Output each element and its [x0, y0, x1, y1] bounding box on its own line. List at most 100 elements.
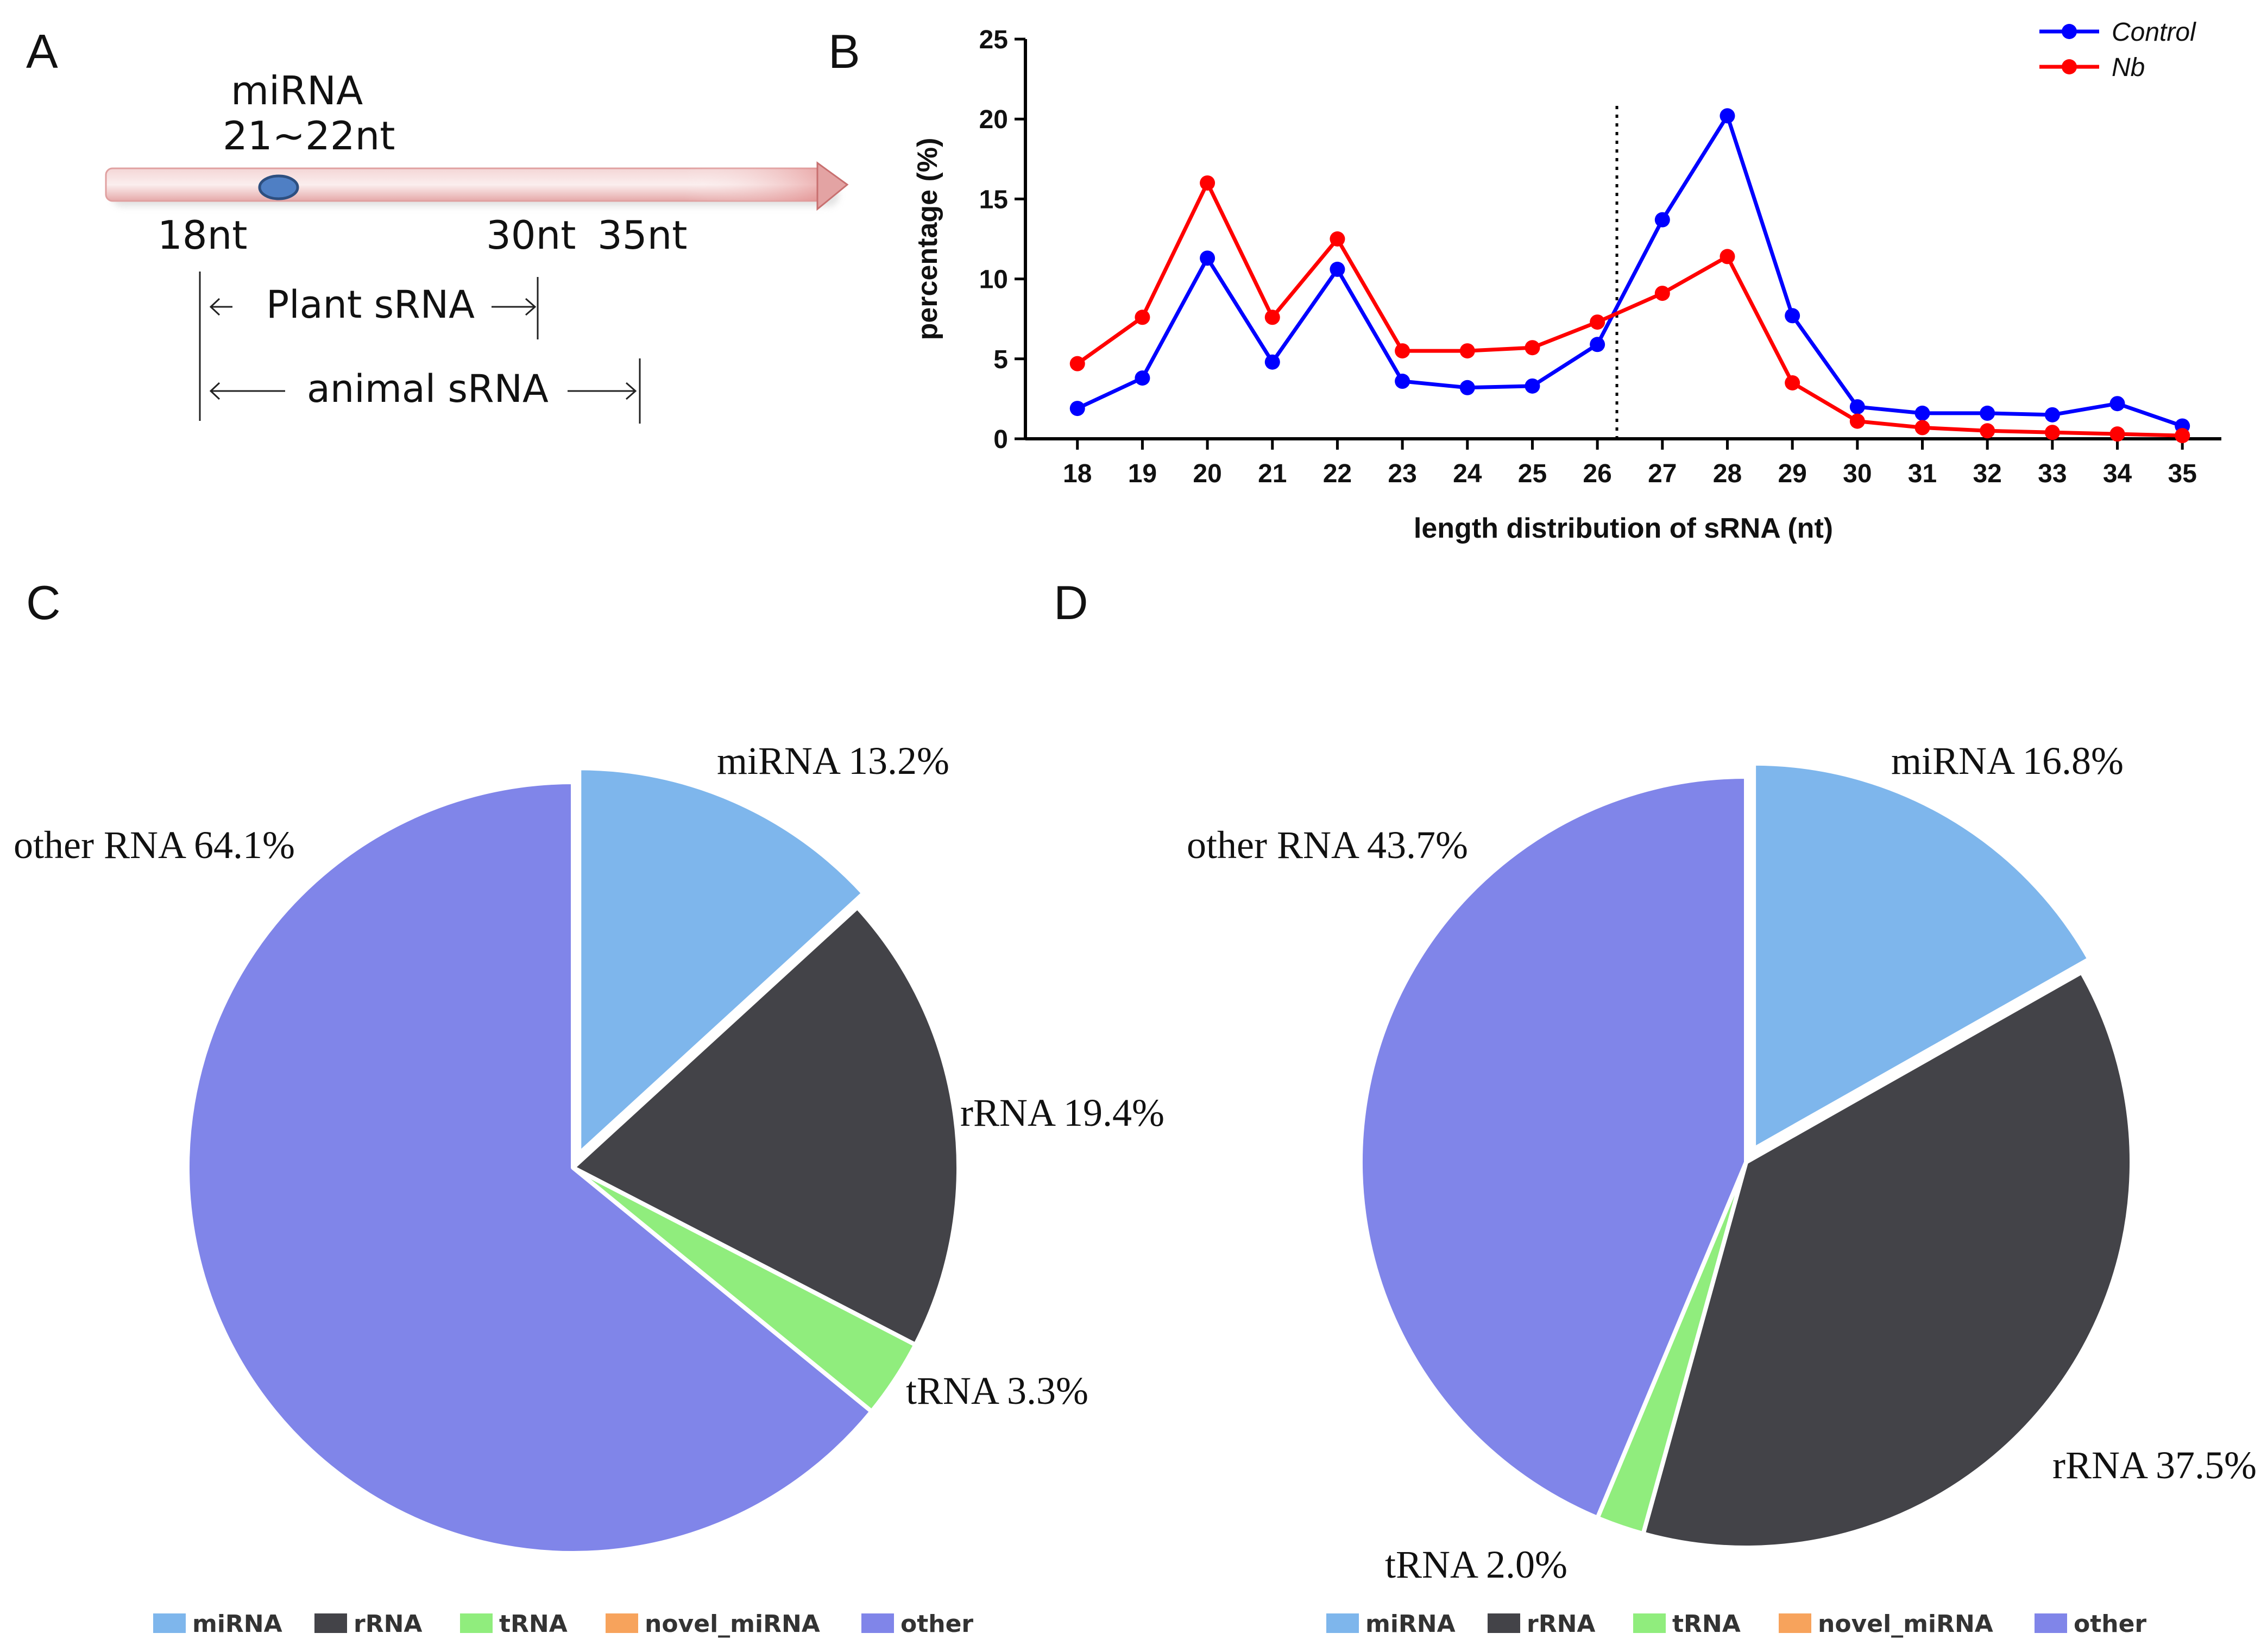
data-point-control [1264, 354, 1280, 370]
legend-label-trna: tRNA [1672, 1610, 1741, 1638]
data-point-control [1330, 261, 1345, 277]
data-point-control [1525, 378, 1540, 394]
data-point-nb [1590, 314, 1605, 330]
data-point-nb [1264, 310, 1280, 325]
data-point-nb [1980, 423, 1995, 439]
pie-slice-other [185, 780, 874, 1555]
y-tick-label: 25 [979, 26, 1008, 54]
data-point-nb [1849, 413, 1865, 429]
pie-slice-mirna [577, 766, 866, 1156]
pie-slice-other [1358, 774, 1748, 1521]
pie-label-rrna: rRNA 37.5% [2052, 1443, 2257, 1487]
data-point-control [1914, 405, 1930, 421]
data-point-control [2044, 407, 2060, 423]
mirna-marker [258, 174, 299, 200]
pie-label-trna: tRNA 2.0% [1385, 1543, 1567, 1586]
data-point-nb [1135, 310, 1150, 325]
tube-arrow-head [816, 161, 849, 211]
x-tick-label: 24 [1453, 459, 1482, 488]
data-point-control [1459, 380, 1475, 395]
animal-srna-label: animal sRNA [307, 367, 549, 411]
legend-label-other: other [900, 1610, 973, 1638]
panel-d-letter: D [1054, 576, 1088, 629]
y-tick-label: 5 [993, 345, 1008, 374]
pie-label-trna: tRNA 3.3% [906, 1369, 1088, 1413]
x-tick-label: 34 [2103, 459, 2132, 488]
series-line-control [1076, 114, 2183, 428]
data-point-control [1395, 374, 1410, 389]
data-point-nb [2175, 428, 2190, 444]
x-tick-label: 26 [1583, 459, 1611, 488]
legend-swatch-novel_mirna [606, 1613, 638, 1633]
panel-c-letter: C [26, 576, 61, 629]
legend-swatch-rrna [314, 1613, 347, 1633]
data-point-control [1980, 405, 1995, 421]
x-tick-label: 20 [1193, 459, 1221, 488]
legend-label-mirna: miRNA [1365, 1610, 1456, 1638]
data-point-nb [1914, 420, 1930, 436]
x-axis-title: length distribution of sRNA (nt) [1414, 513, 1833, 544]
pie-label-rrna: rRNA 19.4% [960, 1091, 1164, 1134]
legend-swatch-rrna [1488, 1613, 1520, 1633]
animal-right-arrow-icon [568, 382, 637, 400]
data-point-nb [1459, 343, 1475, 359]
panel-b: B 0 5 10 15 20 25 18 19 20 21 22 23 24 25 26 27 28 29 30 31… [828, 18, 2221, 544]
legend-label-other: other [2074, 1610, 2146, 1638]
series-line-nb [1076, 181, 2183, 438]
data-point-control [2109, 396, 2125, 412]
pie-chart-c: miRNA 13.2% rRNA 19.4% tRNA 3.3% other RNA … [14, 739, 1164, 1638]
y-tick-label: 0 [993, 425, 1008, 454]
panel-b-letter: B [828, 24, 860, 78]
legend-swatch-trna [1633, 1613, 1666, 1633]
panel-a: A miRNA 21~22nt 18nt 30nt 35nt Plant sRN… [26, 24, 849, 424]
pie-label-mirna: miRNA 16.8% [1891, 739, 2124, 783]
pie-label-mirna: miRNA 13.2% [717, 739, 949, 783]
x-tick-label: 27 [1648, 459, 1677, 488]
pie-label-other: other RNA 43.7% [1187, 823, 1468, 867]
x-tick-label: 31 [1908, 459, 1937, 488]
tube-highlight [106, 168, 828, 201]
pie-slice-mirna [1752, 761, 2092, 1151]
pos-18nt: 18nt [158, 212, 247, 258]
legend-label-novel_mirna: novel_miRNA [1818, 1610, 1993, 1638]
x-tick-label: 21 [1258, 459, 1287, 488]
x-tick-label: 29 [1778, 459, 1806, 488]
pie-slice-rrna [571, 905, 961, 1347]
data-point-nb [2109, 426, 2125, 442]
data-point-nb [1720, 249, 1735, 264]
y-tick-label: 10 [979, 266, 1008, 294]
legend-label-trna: tRNA [499, 1610, 568, 1638]
data-point-control [1849, 399, 1865, 415]
data-point-nb [1069, 356, 1085, 371]
x-tick-label: 19 [1128, 459, 1157, 488]
x-tick-label: 18 [1063, 459, 1092, 488]
y-axis-title: percentage (%) [912, 138, 943, 341]
pie-chart-d: miRNA 16.8% rRNA 37.5% tRNA 2.0% other RNA … [1187, 739, 2257, 1638]
mirna-label: miRNA [231, 68, 363, 114]
legend-swatch-trna [460, 1613, 493, 1633]
data-point-nb [1785, 375, 1800, 390]
data-point-nb [1395, 343, 1410, 359]
legend-swatch-other [2035, 1613, 2067, 1633]
x-tick-label: 30 [1843, 459, 1872, 488]
plant-srna-label: Plant sRNA [266, 282, 475, 327]
x-tick-label: 25 [1518, 459, 1547, 488]
data-point-control [1135, 370, 1150, 386]
data-point-nb [1654, 286, 1670, 301]
x-tick-label: 33 [2038, 459, 2067, 488]
y-tick-label: 15 [979, 185, 1008, 214]
animal-left-arrow-icon [209, 382, 285, 400]
y-tick-label: 20 [979, 105, 1008, 134]
data-point-nb [1200, 175, 1215, 191]
pie-label-other: other RNA 64.1% [14, 823, 295, 867]
mirna-range: 21~22nt [223, 113, 395, 159]
pie-slice-rrna [1641, 970, 2134, 1550]
x-tick-label: 32 [1973, 459, 2001, 488]
x-tick-label: 28 [1713, 459, 1742, 488]
legend-marker-control [2062, 24, 2077, 39]
x-tick-label: 22 [1323, 459, 1352, 488]
data-point-control [1200, 250, 1215, 266]
legend-marker-nb [2062, 59, 2077, 74]
legend-label-mirna: miRNA [192, 1610, 282, 1638]
legend-swatch-novel_mirna [1779, 1613, 1811, 1633]
